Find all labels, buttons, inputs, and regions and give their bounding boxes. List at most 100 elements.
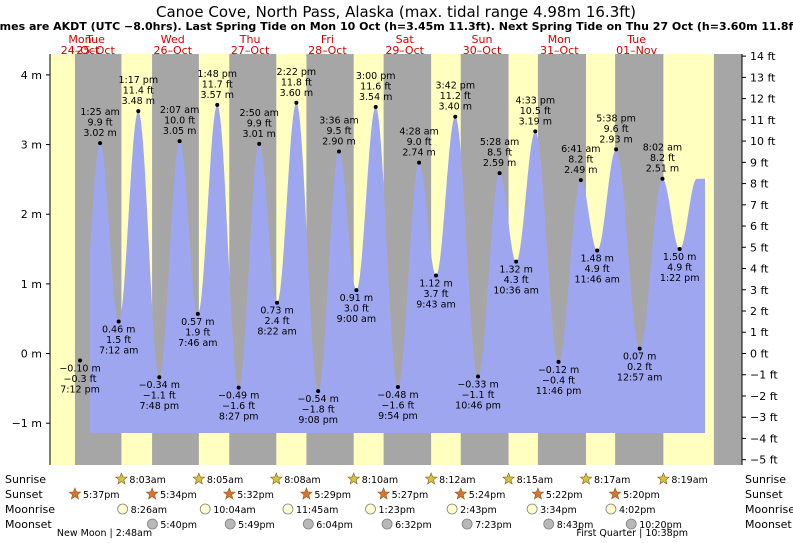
tide-extreme-point [595, 248, 600, 253]
tide-extreme-label: 5:28 am [480, 137, 519, 148]
tide-area [90, 102, 705, 434]
tide-area-group [90, 102, 705, 434]
tide-extreme-label: 10:36 am [493, 286, 538, 297]
sunset-time: 5:27pm [392, 490, 429, 501]
moonset-moon-icon [224, 518, 236, 530]
tide-extreme-label: 0.07 m [623, 352, 656, 363]
tide-extremes-group: −0.10 m−0.3 ft7:12 pm1:25 am9.9 ft3.02 m… [59, 67, 699, 426]
right-tick-label: 6 ft [750, 220, 769, 233]
tide-extreme-point [453, 114, 458, 119]
tide-extreme-point [195, 311, 200, 316]
tide-extreme-label: 2.90 m [322, 137, 355, 148]
tide-extreme-label: −0.49 m [218, 391, 259, 402]
moonrise-time: 3:34pm [540, 505, 577, 516]
sunrise-time: 8:17am [594, 475, 630, 486]
sunrise-time: 8:15am [517, 475, 553, 486]
tide-extreme-label: −1.1 ft [143, 391, 176, 402]
tide-extreme-label: 10:46 pm [455, 401, 501, 412]
moon-phase-label: New Moon | 2:48am [57, 528, 152, 539]
tide-extreme-point [354, 288, 359, 293]
moonset-time: 5:49pm [238, 520, 275, 531]
tide-extreme-point [316, 389, 321, 394]
tide-extreme-label: 2:07 am [160, 105, 199, 116]
tide-extreme-point [677, 247, 682, 252]
tide-extreme-label: −0.12 m [538, 365, 579, 376]
right-tick-label: −5 ft [750, 454, 778, 467]
tide-extreme-label: −1.8 ft [302, 405, 335, 416]
tide-extreme-label: 7:46 am [178, 338, 217, 349]
tide-extreme-label: 11.8 ft [281, 77, 312, 88]
tide-extreme-label: 0.46 m [102, 324, 135, 335]
tide-extreme-label: 3:42 pm [435, 81, 475, 92]
tide-extreme-label: 8.2 ft [568, 155, 593, 166]
sunset-time: 5:29pm [314, 490, 351, 501]
sunset-time: 5:32pm [237, 490, 274, 501]
tide-extreme-point [177, 139, 182, 144]
day-header-date: 27–Oct [231, 44, 270, 57]
moonrise-moon-icon [117, 503, 129, 515]
tide-extreme-label: 4.3 ft [504, 275, 529, 286]
left-tick-label: 1 m [21, 278, 42, 291]
tide-extreme-label: −0.4 ft [542, 375, 575, 386]
daylight-band [50, 54, 75, 465]
moonrise-moon-icon [282, 503, 294, 515]
tide-extreme-label: 4:28 am [399, 127, 438, 138]
right-tick-label: 4 ft [750, 263, 769, 276]
tide-extreme-label: 3.01 m [243, 129, 276, 140]
tide-extreme-label: 11.4 ft [123, 86, 154, 97]
tide-extreme-label: 9.0 ft [407, 137, 432, 148]
moon-phase-label: First Quarter | 10:38pm [576, 528, 688, 539]
sunrise-star-icon [502, 472, 516, 485]
sunset-time: 5:24pm [469, 490, 506, 501]
tide-extreme-label: 3.0 ft [344, 304, 369, 315]
moonrise-time: 1:23pm [379, 505, 416, 516]
tide-extreme-point [215, 102, 220, 107]
tide-extreme-label: −0.34 m [139, 380, 180, 391]
day-header-date: 01–Nov [616, 44, 657, 57]
right-tick-label: 12 ft [750, 93, 776, 106]
sunrise-star-icon [347, 472, 361, 485]
tide-extreme-label: −1.6 ft [222, 401, 255, 412]
tide-extreme-point [236, 385, 241, 390]
tide-extreme-point [637, 346, 642, 351]
tide-extreme-point [395, 384, 400, 389]
moonrise-moon-icon [365, 503, 376, 515]
day-header-date: 31–Oct [540, 44, 579, 57]
tide-extreme-label: 9.9 ft [247, 118, 272, 129]
tide-extreme-point [275, 300, 280, 305]
tide-extreme-label: 3.19 m [519, 116, 552, 127]
right-tick-label: 3 ft [750, 284, 769, 297]
tide-extreme-point [533, 129, 538, 134]
tide-extreme-label: 9.9 ft [88, 118, 113, 129]
tide-extreme-label: 11:46 am [574, 274, 619, 285]
row-label-moonset: Moonset [5, 518, 52, 531]
moonrise-moon-icon [199, 503, 211, 515]
moonset-moon-icon [625, 518, 637, 530]
tide-extreme-label: 11.2 ft [440, 91, 471, 102]
tide-extreme-label: 1.32 m [499, 265, 532, 276]
tide-extreme-label: 9:54 pm [378, 411, 418, 422]
right-tick-label: 11 ft [750, 114, 776, 127]
moonrise-time: 4:02pm [619, 505, 656, 516]
tide-extreme-label: 3.60 m [280, 88, 313, 99]
day-header-weekday: Fri [321, 33, 334, 46]
day-header-group: Mon24–OctTue25–OctWed26–OctThu27–OctFri2… [61, 33, 658, 57]
tide-extreme-label: 0.91 m [340, 293, 373, 304]
tide-extreme-label: 1:25 am [80, 107, 119, 118]
right-tick-label: −2 ft [750, 390, 778, 403]
almanac-group: Sunrise Sunrise Sunset Sunset Moonrise Moonri… [5, 472, 793, 539]
right-tick-label: 13 ft [750, 71, 776, 84]
left-tick-label: 2 m [21, 208, 42, 221]
tide-extreme-label: 3.48 m [122, 96, 155, 107]
tide-extreme-label: 2:50 am [240, 108, 279, 119]
moonrise-time: 10:04am [213, 505, 255, 516]
tide-extreme-point [556, 359, 561, 364]
day-header-date: 28–Oct [308, 44, 347, 57]
tide-extreme-label: 3.05 m [163, 126, 196, 137]
day-header-weekday: Thu [239, 33, 261, 46]
day-header-date: 24–Oct [61, 44, 100, 57]
tide-extreme-label: 1:17 pm [118, 75, 158, 86]
sunrise-time: 8:12am [439, 475, 475, 486]
right-tick-label: 7 ft [750, 199, 769, 212]
tide-extreme-label: 1.9 ft [185, 327, 210, 338]
